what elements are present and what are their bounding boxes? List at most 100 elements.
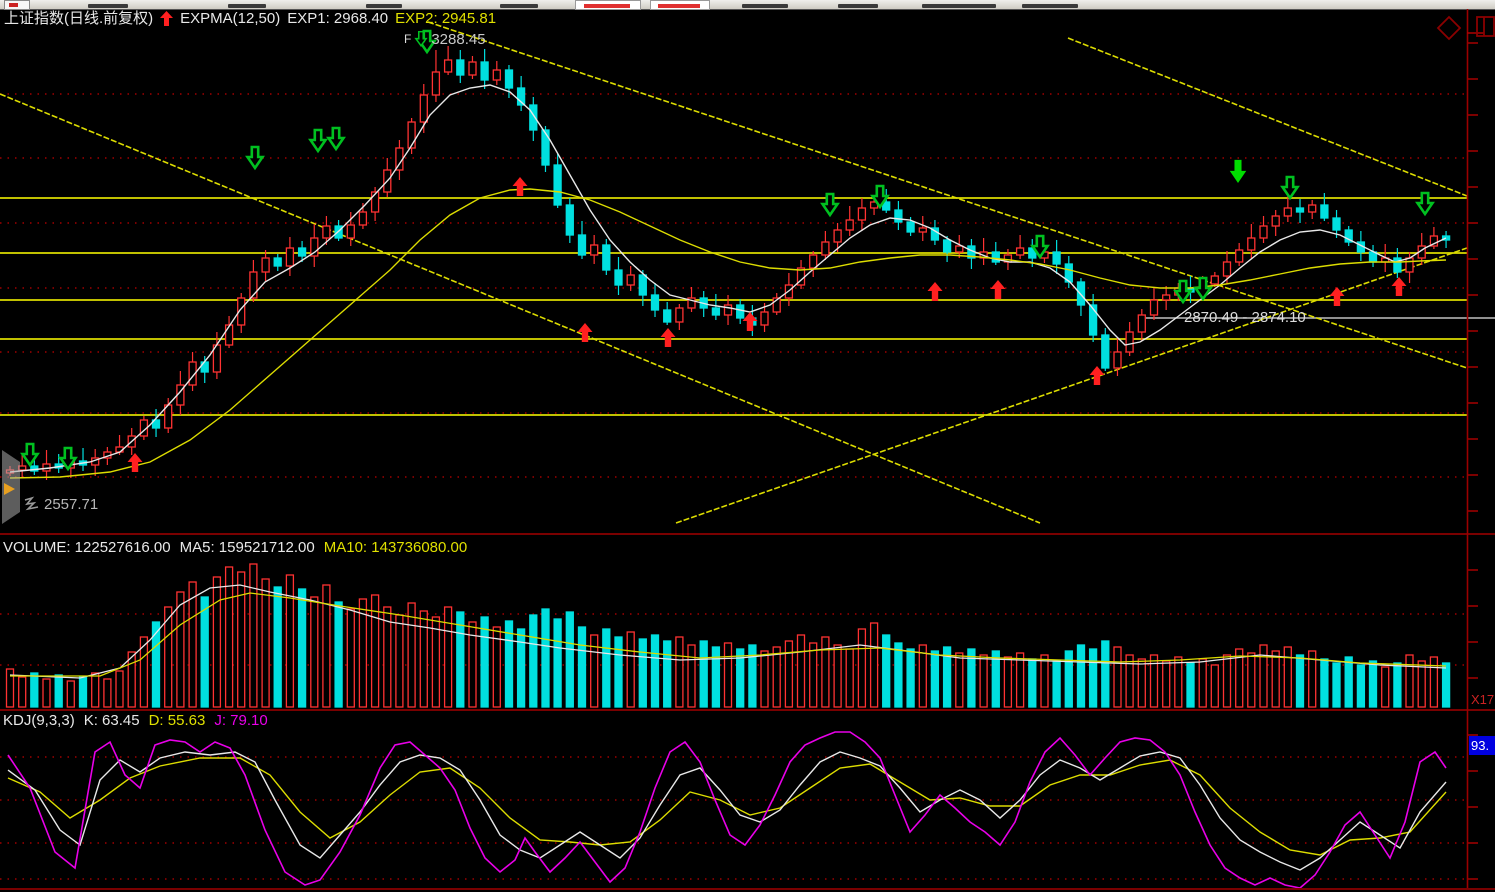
candle	[882, 201, 891, 211]
candle	[1088, 304, 1098, 336]
volume-bar	[869, 622, 879, 708]
volume-bar	[687, 644, 696, 708]
kdj-name[interactable]: KDJ(9,3,3)	[3, 712, 75, 729]
candle	[918, 227, 927, 233]
volume-bar	[979, 654, 988, 708]
sell-arrow-marker	[870, 184, 890, 210]
menu-highlight-button[interactable]	[650, 0, 710, 10]
volume-bar	[103, 678, 112, 708]
menu-fragment[interactable]	[922, 4, 996, 8]
candle	[760, 311, 769, 326]
trend-line	[1067, 37, 1468, 197]
menu-highlight-button[interactable]	[575, 0, 641, 10]
volume-bar	[553, 618, 562, 708]
candle	[1101, 334, 1110, 369]
candle	[370, 191, 380, 213]
candle	[30, 465, 39, 472]
candle	[1137, 314, 1146, 333]
candle	[224, 324, 234, 346]
candle	[297, 247, 307, 257]
candle	[1295, 207, 1305, 213]
candle	[249, 271, 258, 299]
menu-fragment[interactable]	[1022, 4, 1078, 8]
volume-header: VOLUME: 122527616.00 MA5: 159521712.00 M…	[3, 540, 467, 555]
volume-bar	[1040, 654, 1049, 708]
volume-bar	[30, 672, 39, 708]
split-window-icon[interactable]	[1476, 16, 1495, 37]
menu-fragment[interactable]	[500, 4, 538, 8]
candle	[1259, 225, 1268, 239]
app-icon[interactable]	[4, 0, 30, 10]
volume-ma5-value: MA5: 159521712.00	[179, 539, 315, 556]
candle	[711, 307, 721, 316]
volume-bar	[1125, 654, 1134, 708]
volume-bar	[297, 588, 307, 708]
volume-bar	[675, 636, 684, 708]
volume-bar	[504, 620, 514, 708]
candle	[663, 309, 672, 323]
candle	[906, 221, 915, 233]
candle	[151, 419, 161, 429]
volume-bar	[370, 594, 380, 708]
candle	[237, 297, 246, 326]
volume-bar	[1259, 644, 1268, 708]
volume-bar	[736, 648, 745, 708]
volume-bar	[577, 626, 587, 708]
exp2-value: EXP2: 2945.81	[395, 10, 497, 27]
candle	[821, 241, 830, 256]
volume-bar	[1235, 648, 1244, 708]
menu-fragment[interactable]	[838, 4, 878, 8]
volume-bar	[565, 611, 574, 708]
menu-bar[interactable]	[0, 0, 1495, 10]
volume-bar	[431, 616, 441, 708]
candle	[675, 307, 684, 323]
kdj-j-value: J: 79.10	[214, 712, 268, 729]
page-flip-arrow-icon	[4, 483, 15, 495]
volume-bar	[1271, 650, 1280, 708]
menu-fragment[interactable]	[742, 4, 788, 8]
candle	[419, 94, 428, 123]
axis-x1-label: X17	[1471, 692, 1495, 707]
candle	[456, 59, 465, 76]
sell-arrow-marker	[245, 145, 265, 171]
volume-ma5-line	[9, 584, 1447, 679]
menu-fragment[interactable]	[88, 4, 128, 8]
volume-bar	[1174, 656, 1183, 708]
sell-solid-arrow-marker	[1229, 159, 1247, 183]
sell-arrow-marker	[1415, 191, 1435, 217]
range-price-label: 2870.49 - 2874.10	[1184, 309, 1306, 326]
volume-bar	[1088, 648, 1098, 708]
candle	[431, 71, 441, 96]
indicator-name[interactable]: EXPMA(12,50)	[180, 10, 281, 27]
volume-bar	[42, 678, 51, 708]
volume-bar	[5, 668, 15, 708]
volume-bar	[991, 650, 1000, 708]
volume-bar	[1101, 640, 1110, 708]
candle	[857, 207, 867, 221]
buy-arrow-marker	[660, 328, 676, 347]
candle	[577, 234, 587, 256]
buy-arrow-marker	[1391, 277, 1407, 296]
kdj-j-line	[7, 731, 1447, 889]
volume-bar	[1308, 650, 1317, 708]
menu-fragment[interactable]	[228, 4, 266, 8]
volume-bar	[456, 611, 465, 708]
volume-bar	[882, 634, 891, 708]
menu-fragment[interactable]	[366, 4, 402, 8]
volume-bar	[516, 628, 526, 708]
volume-bar	[1210, 664, 1219, 708]
candle	[443, 59, 453, 73]
volume-bar	[1344, 656, 1353, 708]
volume-bar	[1381, 666, 1390, 708]
volume-bar	[407, 602, 416, 708]
volume-ma10-value: MA10: 143736080.00	[323, 539, 468, 556]
candle	[809, 254, 818, 269]
diamond-tool-icon[interactable]	[1436, 15, 1462, 41]
candle	[1162, 294, 1171, 301]
volume-value: VOLUME: 122527616.00	[3, 539, 171, 556]
volume-bar	[1064, 650, 1073, 708]
candle	[650, 294, 660, 311]
symbol-title[interactable]: 上证指数(日线.前复权)	[4, 10, 154, 27]
volume-bar	[18, 676, 27, 708]
